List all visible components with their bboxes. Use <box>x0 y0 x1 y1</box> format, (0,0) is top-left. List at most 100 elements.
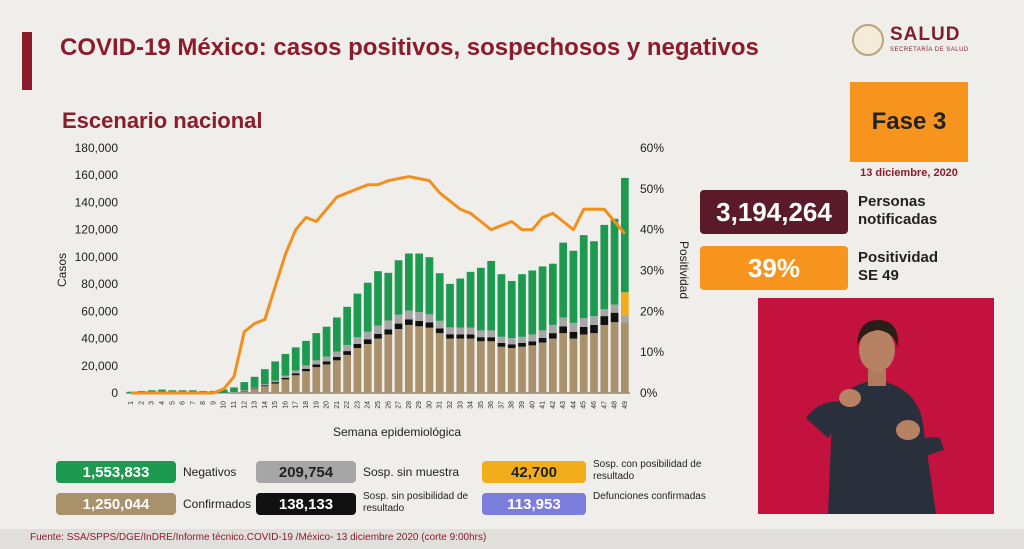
bar-segment <box>435 333 444 393</box>
bar-segment <box>446 283 454 328</box>
bar-segment <box>579 326 588 335</box>
bar-segment <box>333 360 341 393</box>
bar-segment <box>219 389 228 393</box>
x-tick-label: 37 <box>498 401 505 409</box>
positivity-value: 39% <box>700 246 848 290</box>
bar-segment <box>353 348 362 393</box>
bar-segment <box>477 341 485 393</box>
bar-segment <box>281 377 290 380</box>
y-tick-label: 100,000 <box>75 250 119 264</box>
bar-segment <box>528 270 537 335</box>
x-tick-label: 6 <box>180 401 187 405</box>
bar-segment <box>343 344 351 352</box>
report-date: 13 diciembre, 2020 <box>860 167 958 179</box>
bar-segment <box>518 274 526 337</box>
bar-segment <box>353 337 362 344</box>
bar-segment <box>507 348 516 393</box>
y-tick-label: 140,000 <box>75 195 119 209</box>
bar-segment <box>497 342 506 347</box>
bar-segment <box>518 336 526 343</box>
x-tick-label: 18 <box>303 401 310 409</box>
bar-segment <box>394 260 403 315</box>
bar-segment <box>281 379 290 393</box>
legend-defunciones-label: Defunciones confirmadas <box>593 491 706 502</box>
bar-segment <box>353 344 362 349</box>
x-tick-label: 47 <box>601 401 608 409</box>
bar-segment <box>384 320 393 330</box>
legend-sin-muestra-value: 209,754 <box>256 461 356 483</box>
bar-segment <box>281 375 290 378</box>
x-tick-label: 26 <box>385 401 392 409</box>
footer-source: Fuente: SSA/SPPS/DGE/InDRE/Informe técni… <box>30 532 487 543</box>
bar-segment <box>487 337 495 342</box>
bar-segment <box>549 263 557 325</box>
x-tick-label: 4 <box>159 401 166 405</box>
bar-segment <box>569 338 578 393</box>
y-tick-label: 0 <box>111 386 118 400</box>
bar-segment <box>322 364 331 393</box>
bar-segment <box>569 331 578 339</box>
legend-con-posibilidad-label: Sosp. con posibilidad de resultado <box>593 459 702 482</box>
x-tick-label: 16 <box>282 401 289 409</box>
x-tick-label: 28 <box>406 401 413 409</box>
legend-sin-posibilidad-label: Sosp. sin posibilidad de resultado <box>363 491 469 514</box>
bar-segment <box>600 309 609 317</box>
bar-segment <box>240 390 249 392</box>
bar-segment <box>230 392 238 393</box>
bar-segment <box>528 345 537 393</box>
notified-persons-label: Personas notificadas <box>858 193 938 228</box>
x-tick-label: 49 <box>622 401 629 409</box>
bar-segment <box>466 327 475 335</box>
x-tick-label: 35 <box>478 401 485 409</box>
y-tick-label: 180,000 <box>75 141 119 155</box>
bar-segment <box>261 384 269 386</box>
bar-segment <box>621 315 629 323</box>
bar-segment <box>405 310 413 320</box>
logo-text: SALUD <box>890 24 961 45</box>
bar-segment <box>250 376 259 388</box>
bar-segment <box>415 320 423 327</box>
bar-segment <box>621 177 629 293</box>
bar-segment <box>271 383 279 393</box>
bar-segment <box>497 274 506 337</box>
bar-segment <box>302 368 310 372</box>
y-tick-label: 60,000 <box>81 304 118 318</box>
bar-segment <box>446 327 454 335</box>
salud-logo: SALUD SECRETARÍA DE SALUD <box>852 22 982 58</box>
positivity-line <box>131 175 627 395</box>
x-tick-label: 29 <box>416 401 423 409</box>
x-tick-label: 32 <box>447 401 454 409</box>
bar-segment <box>312 360 321 365</box>
x-tick-label: 39 <box>519 401 526 409</box>
bar-segment <box>240 382 249 391</box>
bar-segment <box>590 333 598 393</box>
x-tick-label: 41 <box>540 401 547 409</box>
bar-segment <box>559 326 567 334</box>
bar-segment <box>312 333 321 361</box>
bar-segment <box>507 344 516 349</box>
bar-segment <box>415 312 423 321</box>
bar-segment <box>384 272 393 321</box>
x-tick-label: 21 <box>334 401 341 409</box>
x-tick-label: 30 <box>426 401 433 409</box>
x-tick-label: 14 <box>262 401 269 409</box>
bar-segment <box>271 382 279 384</box>
x-tick-label: 46 <box>591 401 598 409</box>
bar-segment <box>538 266 547 331</box>
bar-segment <box>405 319 413 325</box>
bar-segment <box>250 388 259 389</box>
bar-segment <box>507 280 516 339</box>
bar-segment <box>559 333 567 393</box>
bar-segment <box>590 316 598 325</box>
bar-segment <box>281 353 290 376</box>
footer-bar: Fuente: SSA/SPPS/DGE/InDRE/Informe técni… <box>0 529 1024 549</box>
x-tick-label: 38 <box>509 401 516 409</box>
bar-segment <box>271 361 279 381</box>
bar-segment <box>261 386 269 393</box>
bar-segment <box>158 389 166 393</box>
x-tick-label: 43 <box>560 401 567 409</box>
x-tick-label: 22 <box>344 401 351 409</box>
bar-segment <box>261 385 269 387</box>
bar-segment <box>302 365 310 369</box>
legend-negativos-value: 1,553,833 <box>56 461 176 483</box>
